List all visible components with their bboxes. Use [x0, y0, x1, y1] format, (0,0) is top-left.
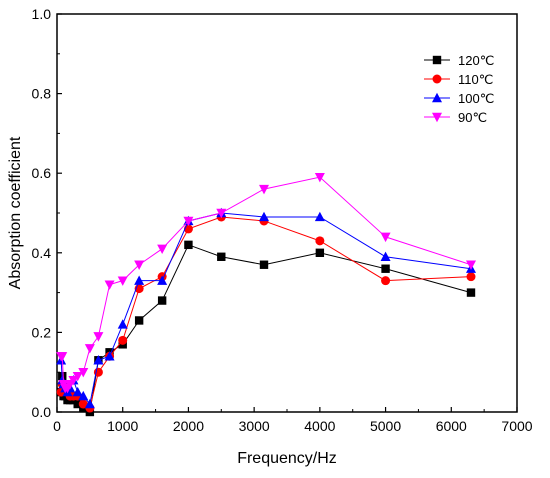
data-point: [381, 276, 391, 286]
legend-entry: 120℃: [424, 53, 494, 68]
data-point: [93, 355, 104, 365]
y-tick-label: 0.6: [32, 165, 52, 181]
data-point: [314, 211, 325, 222]
x-tick-label: 5000: [370, 418, 401, 434]
data-point: [314, 172, 325, 183]
data-point: [157, 296, 167, 305]
data-point: [57, 352, 68, 362]
data-point: [134, 316, 144, 325]
data-point: [134, 260, 145, 270]
data-point: [68, 375, 79, 386]
data-point: [117, 319, 128, 329]
x-tick-label: 7000: [501, 418, 532, 434]
data-point: [184, 240, 193, 250]
x-tick-label: 6000: [436, 418, 467, 434]
data-point: [117, 276, 128, 286]
data-point: [84, 398, 95, 409]
legend-marker: [432, 55, 442, 65]
y-tick-label: 0.8: [32, 86, 52, 102]
data-point: [315, 248, 325, 257]
data-point: [259, 260, 269, 269]
data-point: [84, 344, 95, 354]
data-point: [381, 264, 390, 273]
legend-entry: 110℃: [424, 72, 493, 87]
legend-marker: [432, 74, 442, 84]
legend-entry: 100℃: [424, 91, 494, 106]
axis-ticks: 0 1000 2000 3000 4000 5000 6000 7000 0.0 0.2 0.4 0.…: [32, 6, 533, 434]
legend-label: 100℃: [458, 91, 494, 106]
data-point: [78, 390, 89, 401]
series-4: [56, 172, 476, 394]
x-tick-label: 3000: [239, 418, 270, 434]
data-point: [259, 211, 269, 222]
data-point: [315, 236, 325, 246]
data-point: [216, 208, 227, 219]
data-point: [380, 251, 391, 261]
data-point: [118, 335, 128, 345]
y-tick-label: 0.4: [32, 245, 52, 261]
data-point: [157, 275, 168, 285]
data-point: [73, 399, 82, 409]
legend-label: 90℃: [458, 110, 487, 125]
y-tick-label: 1.0: [32, 6, 52, 22]
data-point: [72, 371, 83, 382]
data-point: [217, 252, 226, 261]
data-point: [78, 399, 88, 409]
x-tick-label: 2000: [173, 418, 204, 434]
y-axis-title: Absorption coefficient: [7, 136, 24, 289]
data-point: [157, 244, 168, 255]
data-point: [78, 368, 89, 378]
data-point: [104, 280, 115, 290]
data-point: [380, 232, 391, 243]
data-point: [466, 260, 476, 270]
legend-label: 120℃: [458, 53, 494, 68]
legend-marker: [432, 112, 442, 123]
x-tick-label: 1000: [107, 418, 138, 434]
x-tick-label: 4000: [304, 418, 335, 434]
data-point: [104, 351, 115, 361]
data-point: [259, 184, 269, 195]
y-tick-label: 0.0: [32, 404, 52, 420]
data-point: [466, 272, 476, 282]
plot-area: [56, 13, 518, 413]
data-point: [134, 275, 145, 285]
data-point: [93, 332, 104, 342]
x-axis-title: Frequency/Hz: [237, 450, 337, 467]
data-point: [72, 386, 83, 397]
y-tick-label: 0.2: [32, 324, 52, 340]
legend: 120℃ 110℃ 100℃ 90℃: [424, 53, 494, 125]
legend-label: 110℃: [458, 72, 493, 87]
data-point: [466, 288, 476, 297]
legend-marker: [432, 92, 442, 103]
x-tick-label: 0: [53, 418, 61, 434]
data-point: [183, 216, 194, 227]
series-layer: [56, 172, 476, 417]
legend-entry: 90℃: [424, 110, 487, 125]
